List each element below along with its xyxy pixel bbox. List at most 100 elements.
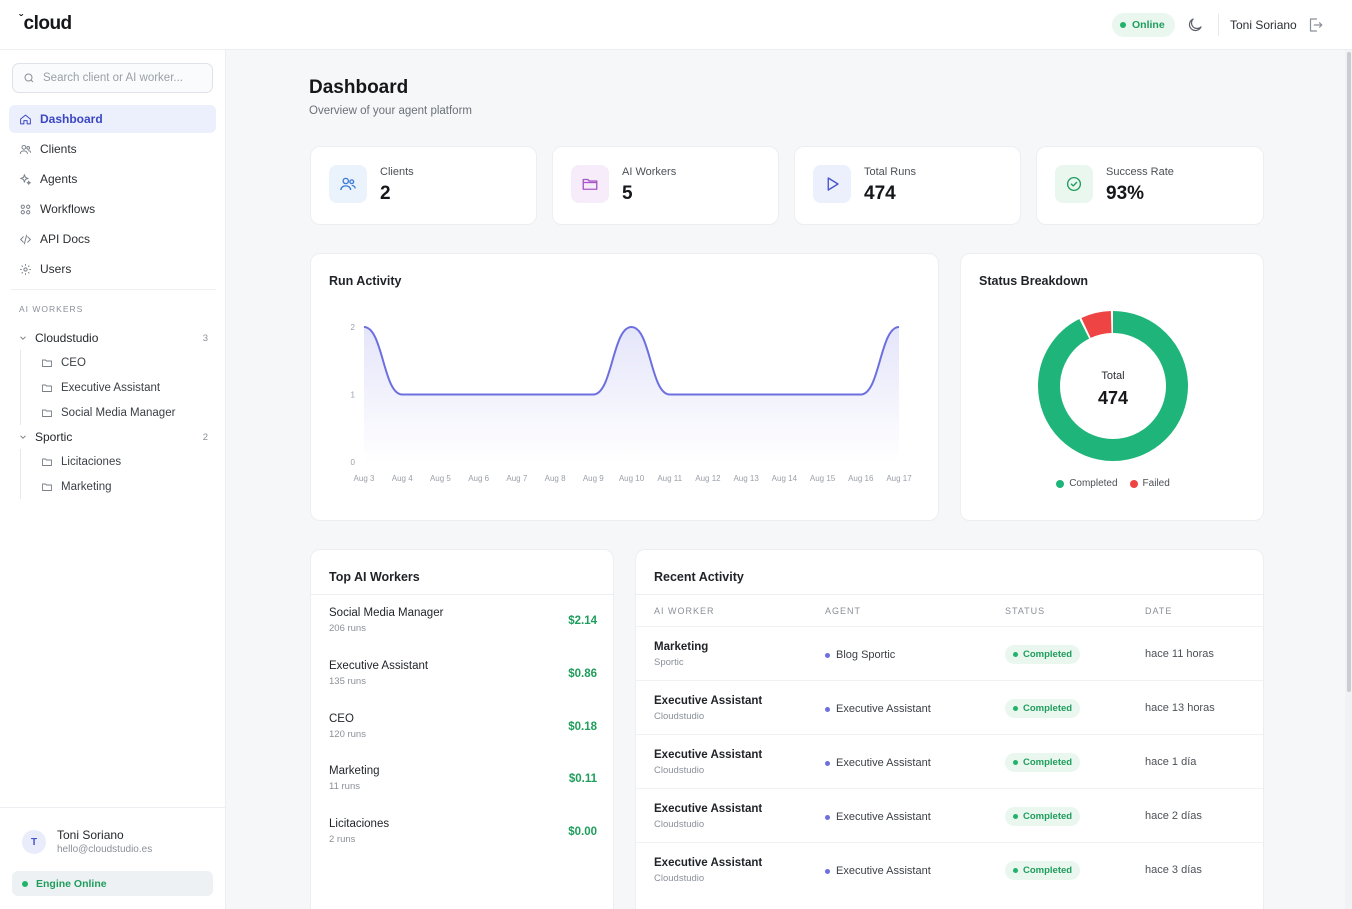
x-tick-label: Aug 9 — [583, 474, 604, 483]
table-row[interactable]: Executive Assistant Cloudstudio Executiv… — [636, 842, 1265, 896]
stat-card-success-rate[interactable]: Success Rate 93% — [1036, 146, 1264, 225]
folder-icon — [42, 409, 52, 417]
row-client: Cloudstudio — [654, 819, 705, 830]
status-badge: Completed — [1005, 861, 1081, 880]
stat-value: 2 — [380, 183, 391, 204]
table-row[interactable]: Marketing Sportic Blog Sportic Completed… — [636, 626, 1265, 680]
run-activity-card: Run Activity 0 1 2 Aug 3 Aug 4 Aug 5 Aug 6 Aug … — [310, 253, 939, 521]
tree-item-label: Executive Assistant — [61, 381, 161, 394]
table-row[interactable]: Executive Assistant Cloudstudio Executiv… — [636, 680, 1265, 734]
list-item[interactable]: Social Media Manager 206 runs $2.14 — [329, 607, 597, 647]
tree-item-executive-assistant[interactable]: Executive Assistant — [35, 375, 214, 400]
code-icon — [19, 234, 32, 244]
list-item[interactable]: Licitaciones 2 runs $0.00 — [329, 818, 597, 858]
stat-icon-container — [813, 165, 851, 203]
tree-item-label: Licitaciones — [61, 455, 122, 468]
header-user-name[interactable]: Toni Soriano — [1230, 18, 1297, 32]
chevron-down-icon — [20, 435, 26, 439]
worker-name: Social Media Manager — [329, 607, 444, 619]
sidebar-item-agents[interactable]: Agents — [9, 165, 216, 193]
worker-cost: $0.00 — [568, 826, 597, 838]
logo-text: cloud — [23, 13, 73, 34]
online-dot-icon — [1120, 22, 1126, 28]
list-item[interactable]: Marketing 11 runs $0.11 — [329, 765, 597, 805]
tree-item-social-media-manager[interactable]: Social Media Manager — [35, 400, 214, 425]
top-bar: ˇcloud Online Toni Soriano — [0, 0, 1352, 50]
tree-group-sportic[interactable]: Sportic 2 — [14, 425, 214, 449]
donut-wrapper: Total 474 — [1037, 310, 1189, 462]
search-input[interactable] — [43, 72, 203, 84]
column-header-agent[interactable]: AGENT — [825, 606, 862, 616]
row-client: Cloudstudio — [654, 711, 705, 722]
column-header-ai-worker[interactable]: AI WORKER — [654, 606, 715, 616]
row-worker: Executive Assistant — [654, 803, 763, 815]
row-agent: Blog Sportic — [825, 649, 895, 661]
row-agent-label: Executive Assistant — [836, 865, 931, 877]
sidebar-item-api-docs[interactable]: API Docs — [9, 225, 216, 253]
row-agent: Executive Assistant — [825, 703, 931, 715]
grid-icon — [20, 204, 31, 214]
row-worker: Executive Assistant — [654, 695, 763, 707]
sidebar-item-users[interactable]: Users — [9, 255, 216, 283]
worker-cost: $0.86 — [568, 668, 597, 680]
row-worker: Executive Assistant — [654, 857, 763, 869]
x-tick-label: Aug 13 — [733, 474, 759, 483]
row-agent-label: Executive Assistant — [836, 757, 931, 769]
engine-status-dot-icon — [22, 880, 28, 887]
search-box[interactable] — [12, 63, 213, 93]
stat-card-clients[interactable]: Clients 2 — [310, 146, 537, 225]
sidebar-user-name: Toni Soriano — [57, 828, 124, 842]
agent-dot-icon — [825, 652, 830, 658]
online-status-badge: Online — [1112, 13, 1175, 37]
tree-item-marketing[interactable]: Marketing — [35, 474, 214, 499]
sidebar-item-label: Users — [40, 262, 72, 276]
avatar[interactable]: T — [22, 830, 46, 854]
sidebar-item-clients[interactable]: Clients — [9, 135, 216, 163]
legend-swatch — [1056, 479, 1065, 488]
status-dot-icon — [1013, 706, 1018, 711]
row-worker: Executive Assistant — [654, 749, 763, 761]
sidebar-item-workflows[interactable]: Workflows — [9, 195, 216, 223]
tree-item-label: CEO — [61, 356, 86, 369]
tree-item-licitaciones[interactable]: Licitaciones — [35, 449, 214, 474]
table-row[interactable]: Executive Assistant Cloudstudio Executiv… — [636, 788, 1265, 842]
chevron-down-icon — [20, 336, 26, 340]
x-tick-label: Aug 12 — [695, 474, 721, 483]
tree-group-cloudstudio[interactable]: Cloudstudio 3 — [14, 326, 214, 350]
table-row[interactable]: Executive Assistant Cloudstudio Executiv… — [636, 734, 1265, 788]
list-item[interactable]: Executive Assistant 135 runs $0.86 — [329, 660, 597, 700]
sidebar-item-dashboard[interactable]: Dashboard — [9, 105, 216, 133]
row-agent-label: Executive Assistant — [836, 811, 931, 823]
stat-card-ai-workers[interactable]: AI Workers 5 — [552, 146, 779, 225]
moon-icon[interactable] — [1186, 16, 1204, 34]
stat-card-total-runs[interactable]: Total Runs 474 — [794, 146, 1021, 225]
status-breakdown-card: Status Breakdown Total 474 Completed Fai… — [960, 253, 1264, 521]
list-item[interactable]: CEO 120 runs $0.18 — [329, 713, 597, 753]
column-header-date[interactable]: DATE — [1145, 606, 1173, 616]
sparkles-icon — [20, 173, 31, 185]
legend-item-failed[interactable]: Failed — [1129, 478, 1170, 489]
run-activity-area — [364, 327, 899, 462]
logout-icon[interactable] — [1306, 16, 1324, 34]
status-badge-label: Completed — [1023, 757, 1073, 768]
row-agent-label: Blog Sportic — [836, 649, 896, 661]
column-header-status[interactable]: STATUS — [1005, 606, 1046, 616]
scrollbar-thumb[interactable] — [1347, 52, 1351, 692]
row-date: hace 11 horas — [1145, 648, 1214, 660]
donut-slice-completed[interactable] — [1038, 311, 1188, 461]
users-icon — [340, 177, 356, 191]
worker-runs: 206 runs — [329, 623, 366, 634]
status-dot-icon — [1013, 652, 1018, 657]
tree-group-label: Sportic — [35, 430, 73, 444]
row-date: hace 13 horas — [1145, 702, 1215, 714]
agent-dot-icon — [825, 868, 830, 874]
sidebar-item-label: Clients — [40, 142, 77, 156]
header-divider — [1218, 14, 1219, 36]
legend-item-completed[interactable]: Completed — [1056, 478, 1118, 489]
app-logo[interactable]: ˇcloud — [19, 12, 73, 35]
row-client: Sportic — [654, 657, 684, 668]
row-client: Cloudstudio — [654, 873, 705, 884]
x-tick-label: Aug 16 — [848, 474, 874, 483]
status-dot-icon — [1013, 868, 1018, 873]
tree-item-ceo[interactable]: CEO — [35, 350, 214, 375]
